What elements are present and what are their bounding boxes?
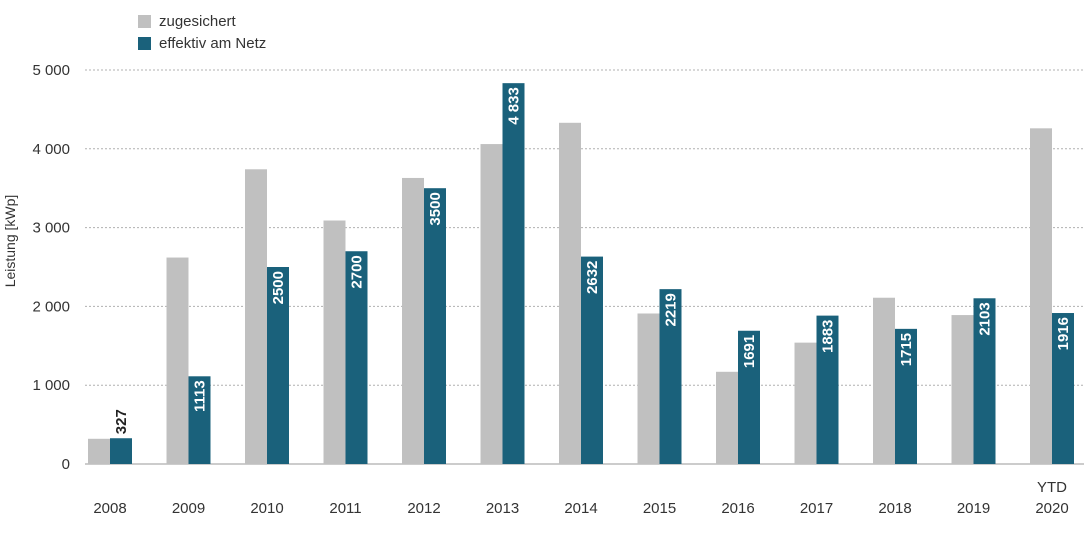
bar-effektiv[interactable] <box>110 438 132 464</box>
bar-effektiv[interactable] <box>502 83 525 464</box>
data-label: 1916 <box>1055 317 1072 350</box>
bar-zugesichert[interactable] <box>402 177 424 464</box>
bar-zugesichert[interactable] <box>951 315 974 464</box>
bar-effektiv[interactable] <box>188 376 211 464</box>
y-tick-label: 5 000 <box>32 62 70 79</box>
data-label: 4 833 <box>506 87 523 125</box>
bar-zugesichert[interactable] <box>245 169 267 464</box>
bar-zugesichert[interactable] <box>166 257 189 464</box>
y-tick-label: 1 000 <box>32 377 70 394</box>
bar-effektiv[interactable] <box>581 256 603 464</box>
data-labels: 327 1113 2500 2700 3500 4 833 2632 2219 1691 1883… <box>113 87 1072 434</box>
x-tick-label: 2012 <box>407 500 440 517</box>
data-label: 327 <box>113 409 130 434</box>
x-tick-label: 2008 <box>93 500 126 517</box>
x-tick-label: 2020 <box>1035 500 1068 517</box>
x-tick-label: 2009 <box>172 500 205 517</box>
data-label: 1113 <box>192 380 209 412</box>
legend-swatch-effektiv <box>138 36 151 50</box>
bar-effektiv[interactable] <box>816 315 839 464</box>
legend-label-effektiv: effektiv am Netz <box>159 34 267 52</box>
data-label: 1715 <box>898 333 915 366</box>
bar-zugesichert[interactable] <box>559 122 581 465</box>
x-tick-label: 2015 <box>643 500 676 517</box>
bar-zugesichert[interactable] <box>1030 128 1052 464</box>
y-tick-label: 4 000 <box>32 141 70 158</box>
bar-zugesichert[interactable] <box>716 371 738 464</box>
bar-effektiv[interactable] <box>345 251 368 464</box>
x-tick-label: 2019 <box>957 500 990 517</box>
bar-zugesichert[interactable] <box>637 313 660 464</box>
y-axis: 0 1 000 2 000 3 000 4 000 5 000 <box>32 62 70 473</box>
legend-item-zugesichert[interactable]: zugesichert <box>138 10 266 32</box>
bar-zugesichert[interactable] <box>873 297 895 464</box>
x-tick-label: 2018 <box>878 500 911 517</box>
bars <box>88 83 1074 465</box>
data-label: 2500 <box>270 271 287 304</box>
y-tick-label: 2 000 <box>32 298 70 315</box>
x-tick-label: 2016 <box>721 500 754 517</box>
bar-zugesichert[interactable] <box>794 342 817 464</box>
x-tick-label: YTD <box>1037 479 1067 496</box>
x-tick-label: 2010 <box>250 500 283 517</box>
data-label: 2219 <box>663 293 680 326</box>
bar-effektiv[interactable] <box>424 188 446 464</box>
bar-effektiv[interactable] <box>1052 313 1074 464</box>
bar-zugesichert[interactable] <box>480 144 503 464</box>
bar-zugesichert[interactable] <box>88 438 110 464</box>
data-label: 2103 <box>977 302 994 335</box>
y-tick-label: 0 <box>62 456 70 473</box>
bar-effektiv[interactable] <box>659 289 682 464</box>
data-label: 2632 <box>584 261 601 294</box>
bar-effektiv[interactable] <box>973 298 996 464</box>
bar-effektiv[interactable] <box>738 330 760 464</box>
data-label: 3500 <box>427 192 444 225</box>
legend-swatch-zugesichert <box>138 14 151 28</box>
x-tick-label: 2011 <box>329 500 361 517</box>
legend-label-zugesichert: zugesichert <box>159 12 236 30</box>
y-tick-label: 3 000 <box>32 220 70 237</box>
x-axis: 2008 2009 2010 2011 2012 2013 2014 2015 2016 2017… <box>93 479 1068 517</box>
bar-zugesichert[interactable] <box>323 220 346 464</box>
bar-effektiv[interactable] <box>267 267 289 464</box>
x-tick-label: 2017 <box>800 500 833 517</box>
legend: zugesichert effektiv am Netz <box>138 10 266 54</box>
x-tick-label: 2014 <box>564 500 597 517</box>
data-label: 1883 <box>820 320 837 353</box>
data-label: 1691 <box>741 335 758 368</box>
y-axis-title: Leistung [kWp] <box>2 195 18 288</box>
x-tick-label: 2013 <box>486 500 519 517</box>
bar-effektiv[interactable] <box>895 328 917 464</box>
legend-item-effektiv[interactable]: effektiv am Netz <box>138 32 266 54</box>
data-label: 2700 <box>349 255 366 288</box>
